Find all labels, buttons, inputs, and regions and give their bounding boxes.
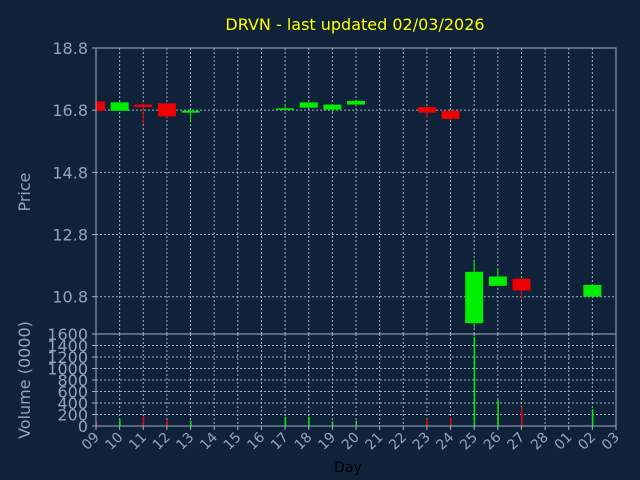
candle-body — [347, 100, 365, 105]
volume-bar — [284, 416, 287, 426]
volume-tick-label: 1400 — [47, 337, 88, 356]
price-tick-label: 10.8 — [52, 288, 88, 307]
price-tick-label: 12.8 — [52, 226, 88, 245]
volume-bar — [497, 400, 499, 426]
candle-body — [110, 102, 129, 111]
volume-bar — [190, 420, 192, 426]
chart-title: DRVN - last updated 02/03/2026 — [225, 15, 484, 34]
volume-tick-label: 1000 — [47, 360, 88, 379]
candle-body — [299, 102, 318, 108]
candle-body — [276, 108, 295, 110]
volume-tick-label: 200 — [57, 406, 88, 425]
candle-body — [181, 110, 200, 113]
volume-tick-label: 600 — [57, 383, 88, 402]
volume-bar — [166, 419, 168, 426]
candle-body — [417, 107, 436, 113]
candle-body — [512, 278, 531, 291]
candle-body — [157, 103, 176, 117]
candle-body — [96, 101, 105, 111]
volume-bar — [119, 419, 121, 426]
volume-bar — [308, 416, 310, 426]
volume-tick-label: 0 — [78, 417, 88, 436]
volume-bar — [142, 416, 145, 426]
volume-bar — [331, 421, 334, 426]
volume-tick-label: 800 — [57, 371, 88, 390]
price-panel: Price 18.8 16.8 14.8 12.8 10.8 — [15, 39, 617, 335]
candle-body — [323, 104, 342, 110]
volume-bar — [450, 417, 452, 426]
volume-axis-label: Volume (0000) — [15, 321, 34, 439]
volume-panel: Volume (0000) 09 10 11 12 13 14 15 16 17 18 19 20 21… — [15, 321, 623, 453]
volume-frame — [95, 333, 617, 427]
price-plot-area — [96, 48, 616, 334]
candle-body — [583, 284, 602, 297]
price-axis-label: Price — [15, 172, 34, 211]
volume-tick-label: 1200 — [47, 348, 88, 367]
volume-bar — [426, 419, 428, 426]
volume-tick-label: 1600 — [47, 325, 88, 344]
price-tick-label: 16.8 — [52, 101, 88, 120]
candle-body — [488, 276, 507, 286]
volume-bar — [520, 407, 523, 426]
volume-tick-label: 400 — [57, 394, 88, 413]
volume-bar — [591, 409, 594, 426]
volume-bar — [355, 420, 357, 426]
candle-body — [134, 104, 153, 108]
volume-bar — [473, 336, 476, 426]
candle-body — [441, 110, 460, 119]
candle-body — [465, 271, 484, 324]
price-tick-label: 14.8 — [52, 163, 88, 182]
price-tick-label: 18.8 — [52, 39, 88, 58]
x-axis-label: Day — [334, 460, 362, 476]
